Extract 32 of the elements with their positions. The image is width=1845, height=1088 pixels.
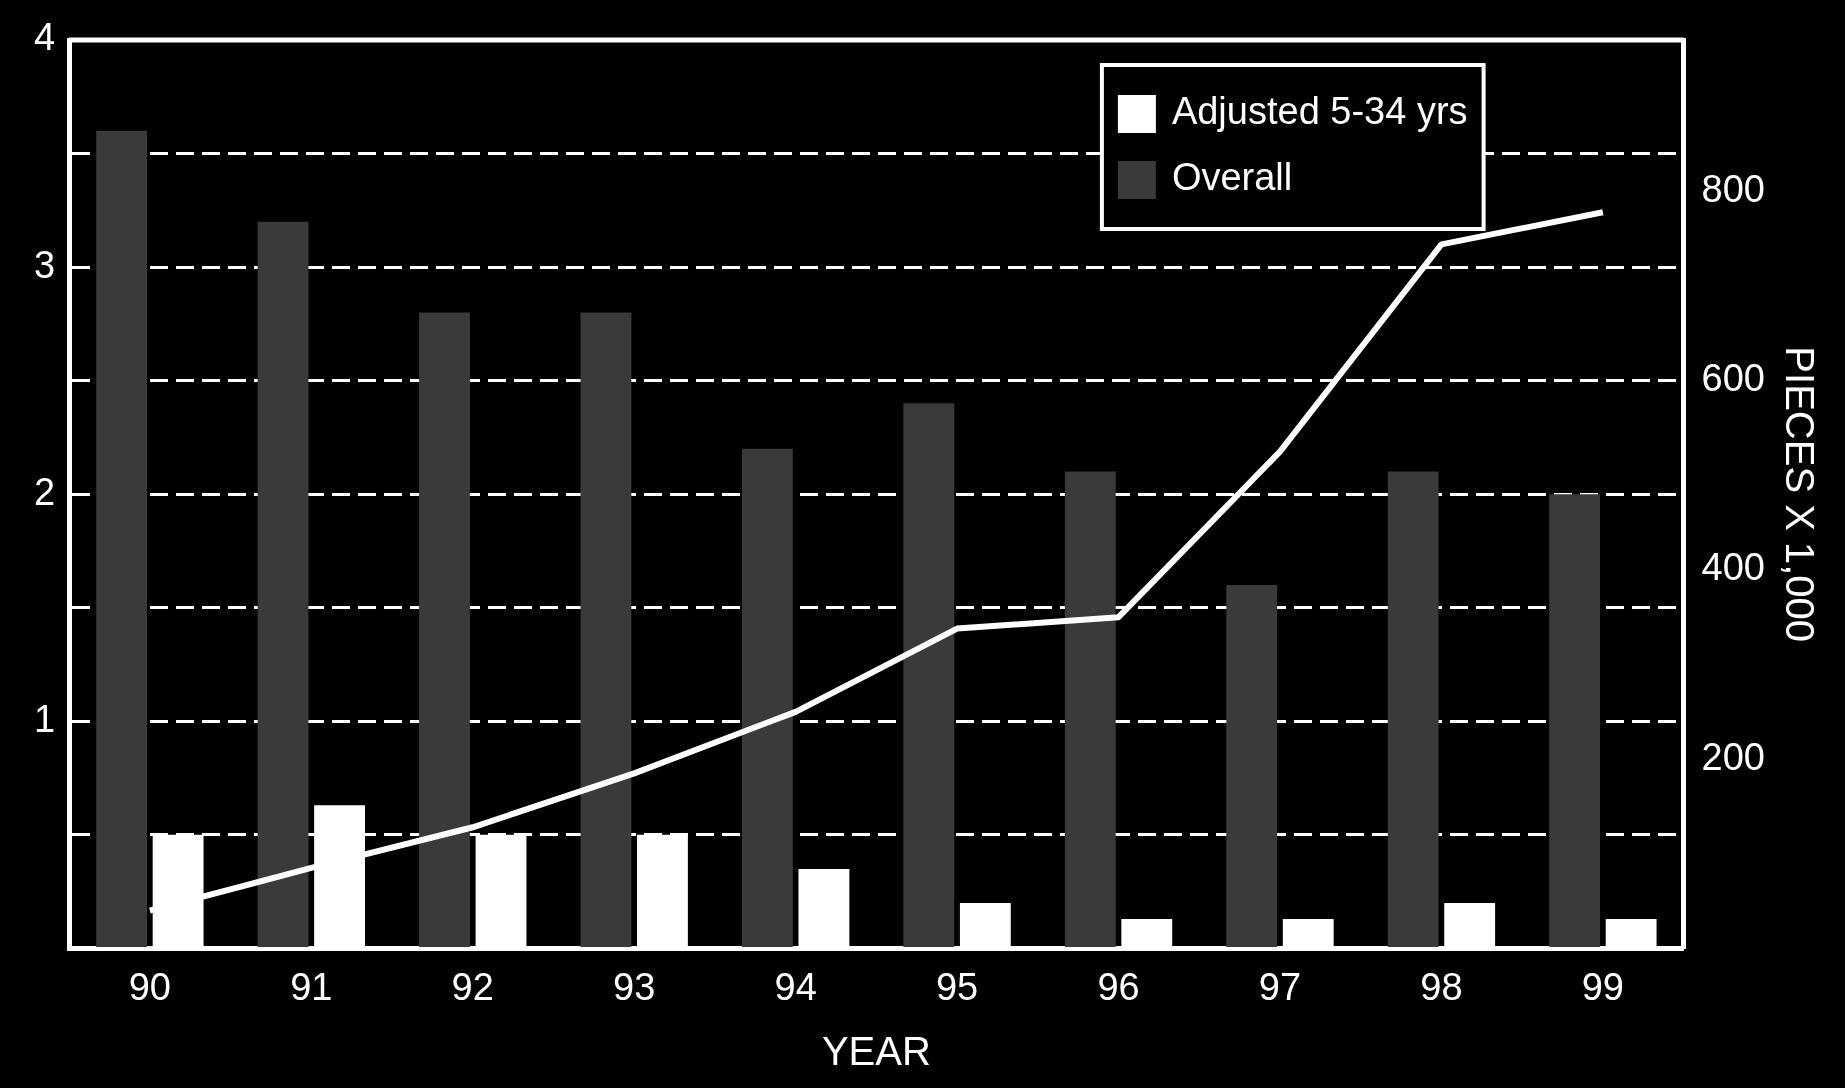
- y2-tick-label: 800: [1701, 167, 1765, 210]
- bar: [1549, 494, 1601, 947]
- x-tick-label: 95: [935, 965, 979, 1008]
- bar: [741, 448, 793, 947]
- legend-label: Overall: [1171, 156, 1293, 199]
- y-tick-label: 3: [33, 243, 56, 286]
- x-axis-title: YEAR: [821, 1029, 931, 1074]
- x-tick-label: 90: [128, 965, 171, 1008]
- bar: [1387, 471, 1439, 947]
- y2-tick-label: 600: [1701, 357, 1765, 400]
- bar: [419, 312, 470, 947]
- bar: [1064, 471, 1116, 947]
- y2-tick-label: 200: [1701, 735, 1765, 778]
- x-tick-label: 99: [1581, 965, 1625, 1008]
- y-tick-label: 4: [33, 16, 56, 59]
- x-tick-label: 97: [1258, 965, 1302, 1008]
- bar: [96, 130, 148, 947]
- bar: [257, 221, 309, 947]
- bar: [580, 312, 632, 947]
- y2-tick-label: 400: [1701, 546, 1765, 589]
- y-tick-label: 2: [33, 470, 56, 513]
- y2-axis-title: PIECES X 1,000: [1777, 346, 1822, 643]
- legend-label: Adjusted 5-34 yrs: [1171, 90, 1468, 133]
- x-tick-label: 92: [451, 965, 494, 1008]
- x-tick-label: 96: [1097, 965, 1140, 1008]
- y-tick-label: 1: [33, 697, 56, 740]
- bar: [1226, 585, 1278, 947]
- x-tick-label: 98: [1420, 965, 1463, 1008]
- bar: [903, 403, 955, 947]
- x-tick-label: 91: [290, 965, 333, 1008]
- x-tick-label: 93: [613, 965, 656, 1008]
- x-tick-label: 94: [774, 965, 817, 1008]
